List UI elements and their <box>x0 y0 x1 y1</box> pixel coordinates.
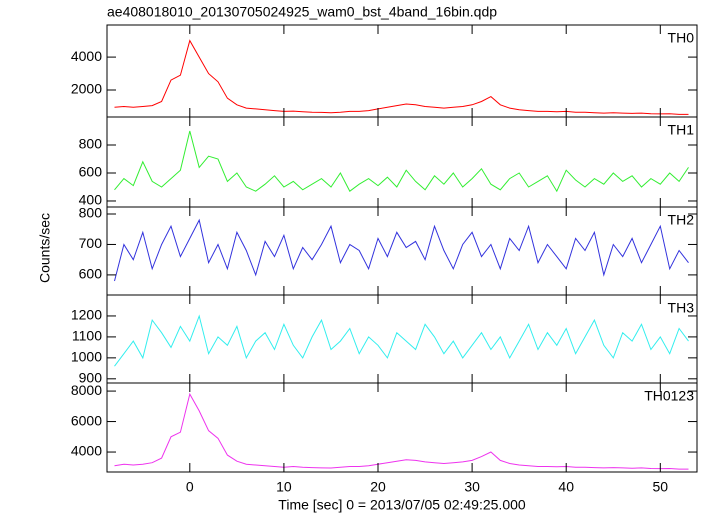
panel-label: TH0123 <box>644 388 694 404</box>
y-tick-label: 700 <box>79 235 103 251</box>
panel-label: TH1 <box>668 122 695 138</box>
x-tick-label: 0 <box>186 479 194 495</box>
panel-frame <box>106 206 698 296</box>
light-curve <box>114 39 689 115</box>
y-tick-label: 800 <box>79 136 103 152</box>
y-tick-label: 800 <box>79 205 103 221</box>
panel-label: TH0 <box>668 30 695 46</box>
panel-frame <box>106 382 698 473</box>
x-tick-label: 40 <box>558 479 574 495</box>
y-tick-label: 1200 <box>71 307 102 323</box>
x-tick-label: 10 <box>276 479 292 495</box>
chart-title: ae408018010_20130705024925_wam0_bst_4ban… <box>107 4 497 20</box>
x-axis-label: Time [sec] 0 = 2013/07/05 02:49:25.000 <box>278 497 526 513</box>
y-tick-label: 4000 <box>71 48 102 64</box>
panel-frame <box>106 24 698 118</box>
x-tick-label: 30 <box>464 479 480 495</box>
y-tick-label: 600 <box>79 266 103 282</box>
y-tick-label: 600 <box>79 164 103 180</box>
x-tick-label: 20 <box>370 479 386 495</box>
y-tick-label: 8000 <box>71 382 102 398</box>
y-tick-label: 1000 <box>71 349 102 365</box>
panel-frame <box>106 116 698 208</box>
y-tick-label: 400 <box>79 192 103 208</box>
y-tick-label: 4000 <box>71 443 102 459</box>
light-curve <box>114 392 689 470</box>
light-curve <box>114 218 689 282</box>
y-axis-label: Counts/sec <box>37 213 53 283</box>
y-tick-label: 1100 <box>72 328 102 344</box>
light-curve <box>114 314 689 367</box>
light-curve <box>114 130 689 193</box>
y-tick-label: 6000 <box>71 412 102 428</box>
panel-label: TH2 <box>668 212 695 228</box>
y-tick-label: 2000 <box>71 81 102 97</box>
x-tick-label: 50 <box>653 479 669 495</box>
y-tick-label: 900 <box>79 370 103 386</box>
panel-frame <box>106 294 698 384</box>
panel-label: TH3 <box>668 300 695 316</box>
